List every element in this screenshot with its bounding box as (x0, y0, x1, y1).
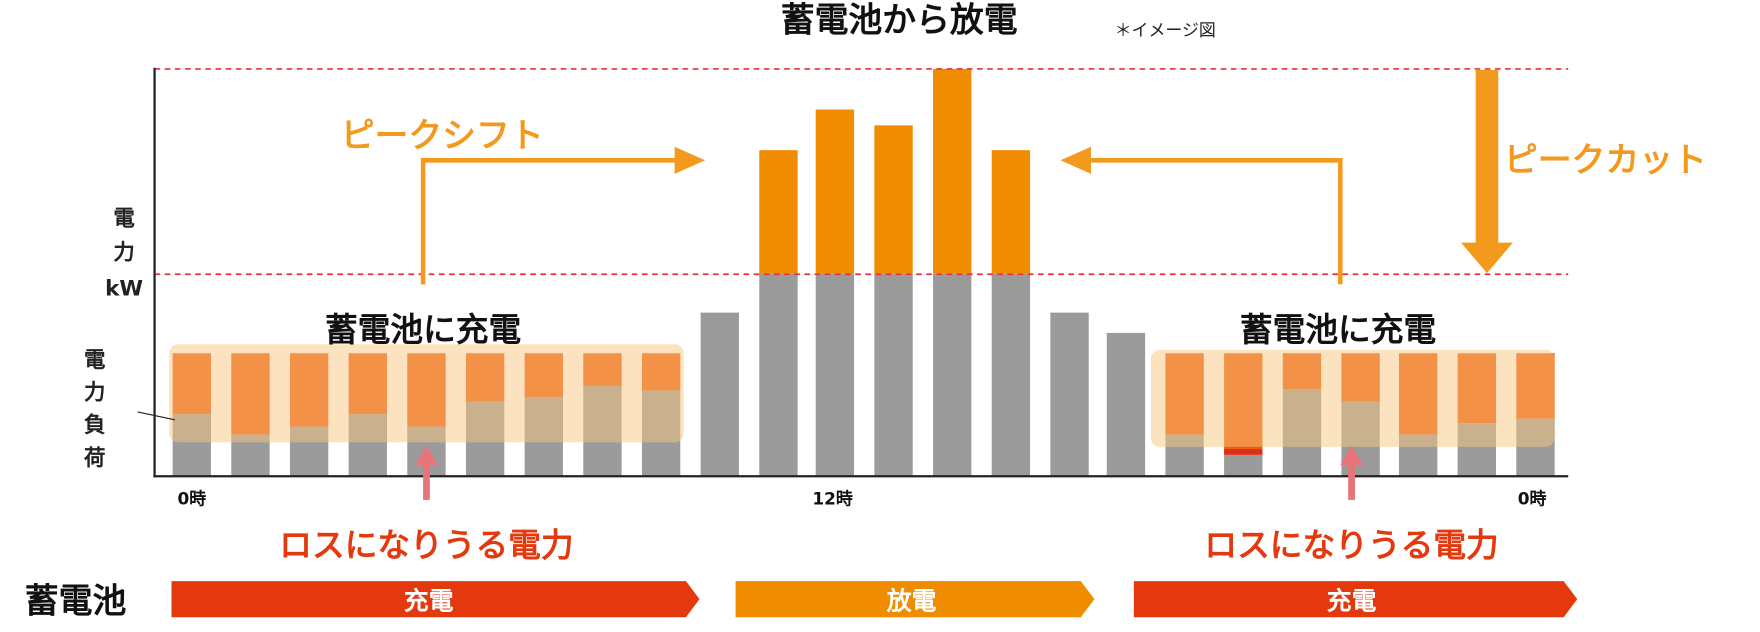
phase-band (171, 581, 700, 618)
arrowhead (1060, 146, 1091, 174)
loss-arrow (1348, 462, 1355, 500)
bar (1224, 454, 1263, 477)
bar (1050, 312, 1089, 477)
load-label: 電 (84, 348, 106, 373)
shift-arrow (1071, 158, 1343, 285)
bar (991, 273, 1031, 477)
bar (1106, 332, 1146, 477)
loss-label: ロスになりうる電力 (279, 526, 573, 564)
charge-label: 蓄電池に充電 (1240, 311, 1437, 349)
arrowhead (674, 146, 706, 174)
loss-arrow (415, 445, 438, 465)
x-label: 0時 (1518, 488, 1547, 508)
charge-band (1150, 349, 1555, 447)
phase-band (735, 581, 1095, 618)
phase-label: 放電 (886, 586, 937, 615)
battery-label: 蓄電池 (25, 582, 127, 621)
leader (137, 411, 175, 421)
note: ＊イメージ図 (1115, 20, 1216, 40)
loss-label: ロスになりうる電力 (1204, 526, 1498, 564)
phase-band (1133, 581, 1578, 618)
title: 蓄電池から放電 (781, 1, 1018, 40)
phase-label: 充電 (1327, 586, 1377, 615)
loss-arrow (1340, 445, 1363, 465)
charge-band (169, 344, 684, 443)
bar (815, 109, 855, 274)
y-label: 電 (113, 207, 135, 232)
load-label: 荷 (84, 446, 105, 471)
bar (759, 273, 798, 477)
x-label: 12時 (812, 488, 853, 508)
bar (991, 150, 1031, 274)
phase-label: 充電 (404, 586, 454, 615)
bar (874, 273, 913, 477)
shift-arrow (420, 158, 694, 285)
bar (933, 68, 972, 274)
load-label: 力 (84, 380, 105, 405)
bar (874, 125, 913, 274)
peak-shift: ピークシフト (341, 116, 544, 155)
bar (933, 273, 972, 477)
cut-arrow (1461, 70, 1513, 274)
loss-arrow (423, 462, 430, 500)
bar (815, 273, 855, 477)
bar (759, 150, 798, 274)
x-label: 0時 (177, 488, 206, 508)
y-label: 力 (113, 241, 134, 266)
peak-cut: ピークカット (1504, 141, 1707, 180)
y-label: kW (105, 277, 143, 302)
bar (1224, 449, 1263, 455)
charge-label: 蓄電池に充電 (325, 311, 522, 349)
bar (700, 312, 739, 477)
load-label: 負 (84, 412, 105, 438)
